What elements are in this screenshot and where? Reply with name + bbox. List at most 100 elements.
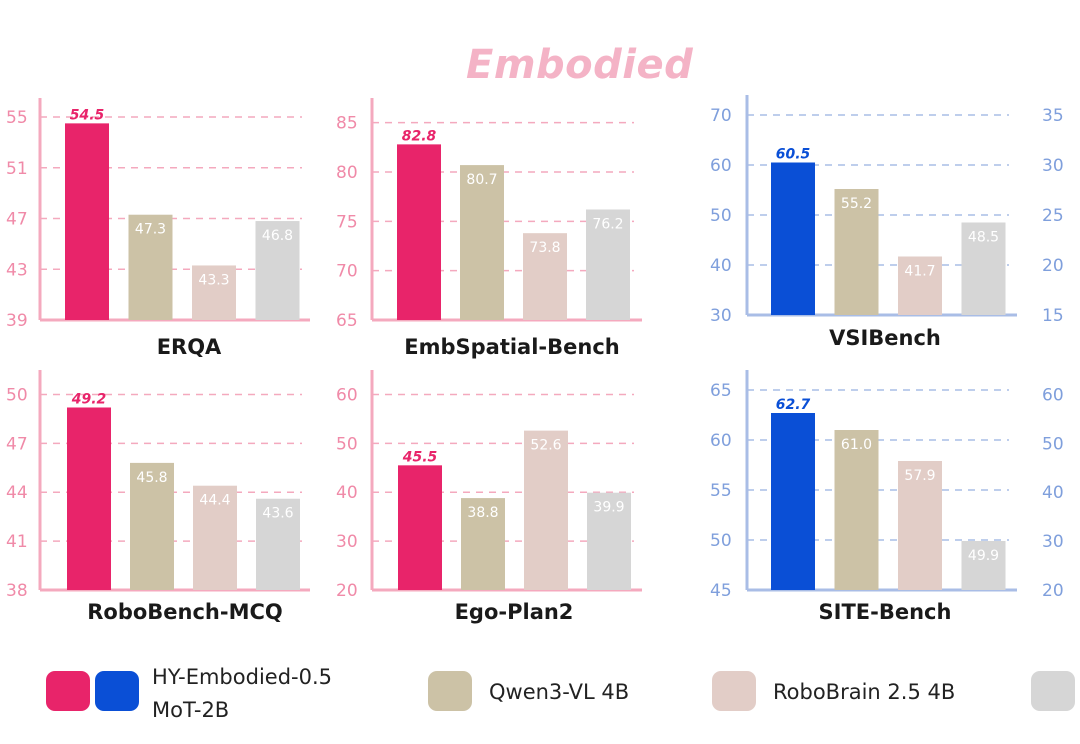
bar <box>65 123 109 320</box>
data-label: 38.8 <box>467 505 498 521</box>
chart-panel-8: 20 30 40 50 60 <box>1042 385 1064 601</box>
y-tick-label: 40 <box>1042 483 1064 503</box>
data-label: 80.7 <box>466 172 497 188</box>
y-tick-label: 20 <box>1042 581 1064 601</box>
benchmark-label: VSIBench <box>829 326 941 350</box>
y-tick-label: 43 <box>6 260 28 280</box>
bar <box>587 492 631 590</box>
bar <box>398 465 442 590</box>
chart-panel-6: 20 30 40 50 60 45.5 38.8 52.6 39.9 Ego-Plan2 <box>336 370 642 624</box>
data-label: 52.6 <box>530 438 561 454</box>
y-tick-label: 20 <box>336 581 358 601</box>
legend-label-hy-line2: MoT-2B <box>152 698 230 722</box>
chart-panel-7: 45 50 55 60 65 62.7 61.0 57.9 49.9 SITE-Bench <box>710 370 1017 624</box>
y-tick-label: 51 <box>6 159 28 179</box>
y-tick-label: 40 <box>336 483 358 503</box>
y-tick-label: 50 <box>710 206 732 226</box>
bar <box>961 222 1006 315</box>
data-label: 62.7 <box>776 397 811 413</box>
bar <box>397 144 441 320</box>
bar <box>524 430 568 590</box>
bar <box>256 498 300 590</box>
data-label: 44.4 <box>199 493 230 509</box>
benchmark-label: SITE-Bench <box>819 600 952 624</box>
data-label: 49.9 <box>968 548 999 564</box>
data-label: 48.5 <box>968 230 999 246</box>
y-tick-label: 50 <box>6 385 28 405</box>
data-label: 54.5 <box>70 107 105 123</box>
y-tick-label: 39 <box>6 311 28 331</box>
y-tick-label: 55 <box>710 481 732 501</box>
chart-title: Embodied <box>466 42 694 88</box>
y-tick-label: 60 <box>710 431 732 451</box>
data-label: 46.8 <box>262 228 293 244</box>
benchmark-label: RoboBench-MCQ <box>87 600 283 624</box>
data-label: 76.2 <box>592 216 623 232</box>
y-tick-label: 70 <box>336 262 358 282</box>
data-label: 39.9 <box>593 500 624 516</box>
data-label: 55.2 <box>841 196 872 212</box>
bar <box>193 485 237 590</box>
benchmark-label: ERQA <box>157 335 222 359</box>
legend-swatch-robobrain <box>712 671 756 711</box>
bar <box>586 209 630 320</box>
legend-label-hy-line1: HY-Embodied-0.5 <box>152 665 332 689</box>
data-label: 49.2 <box>71 391 107 407</box>
legend-swatch-hy-pink <box>46 671 90 711</box>
bar <box>67 407 111 590</box>
y-tick-label: 40 <box>710 256 732 276</box>
y-tick-label: 30 <box>1042 156 1064 176</box>
y-tick-label: 38 <box>6 581 28 601</box>
data-label: 43.3 <box>198 272 229 288</box>
legend-swatch-qwen <box>428 671 472 711</box>
bar <box>771 413 815 590</box>
chart-panel-4: 15 20 25 30 35 <box>1042 106 1064 326</box>
y-tick-label: 47 <box>6 434 28 454</box>
y-tick-label: 25 <box>1042 206 1064 226</box>
y-tick-label: 45 <box>710 581 732 601</box>
bar <box>898 256 942 315</box>
data-label: 43.6 <box>262 506 293 522</box>
bar <box>961 541 1006 590</box>
y-tick-label: 75 <box>336 212 358 232</box>
y-tick-label: 35 <box>1042 106 1064 126</box>
y-tick-label: 44 <box>6 483 28 503</box>
data-label: 45.5 <box>402 449 438 465</box>
chart-panel-2: 65 70 75 80 85 82.8 80.7 73.8 76.2 EmbSpatial-Ben… <box>336 98 642 359</box>
y-tick-label: 20 <box>1042 256 1064 276</box>
bar <box>130 462 174 590</box>
data-label: 60.5 <box>776 147 811 163</box>
y-tick-label: 55 <box>6 108 28 128</box>
benchmark-label: EmbSpatial-Bench <box>404 335 620 359</box>
bar <box>834 430 879 590</box>
bar <box>834 189 879 315</box>
data-label: 61.0 <box>841 437 872 453</box>
y-tick-label: 30 <box>336 532 358 552</box>
data-label: 82.8 <box>402 128 437 144</box>
bar <box>523 233 567 320</box>
legend: HY-Embodied-0.5 MoT-2B Qwen3-VL 4B RoboB… <box>0 655 1080 735</box>
data-label: 47.3 <box>135 222 166 238</box>
y-tick-label: 50 <box>710 531 732 551</box>
bar <box>460 165 504 320</box>
bar <box>771 162 815 315</box>
bar <box>128 214 173 320</box>
chart-panel-5: 38 41 44 47 50 49.2 45.8 44.4 43.6 RoboBench-MCQ <box>6 370 310 624</box>
y-tick-label: 60 <box>710 156 732 176</box>
legend-label-qwen: Qwen3-VL 4B <box>489 680 630 704</box>
chart-panel-1: 39 43 47 51 55 54.5 47.3 43.3 46.8 ERQA <box>6 98 310 359</box>
y-tick-label: 60 <box>336 385 358 405</box>
charts-canvas: 39 43 47 51 55 54.5 47.3 43.3 46.8 ERQA 65 70 75 80 85… <box>6 95 1064 624</box>
y-tick-label: 15 <box>1042 306 1064 326</box>
y-tick-label: 85 <box>336 114 358 134</box>
data-label: 45.8 <box>136 470 167 486</box>
bar <box>255 221 300 320</box>
legend-label-robobrain: RoboBrain 2.5 4B <box>773 680 956 704</box>
y-tick-label: 41 <box>6 532 28 552</box>
data-label: 41.7 <box>904 264 935 280</box>
bar <box>898 461 942 590</box>
chart-panel-3: 30 40 50 60 70 60.5 55.2 41.7 48.5 VSIBench <box>710 95 1017 350</box>
y-tick-label: 30 <box>1042 532 1064 552</box>
y-tick-label: 50 <box>1042 434 1064 454</box>
y-tick-label: 80 <box>336 163 358 183</box>
